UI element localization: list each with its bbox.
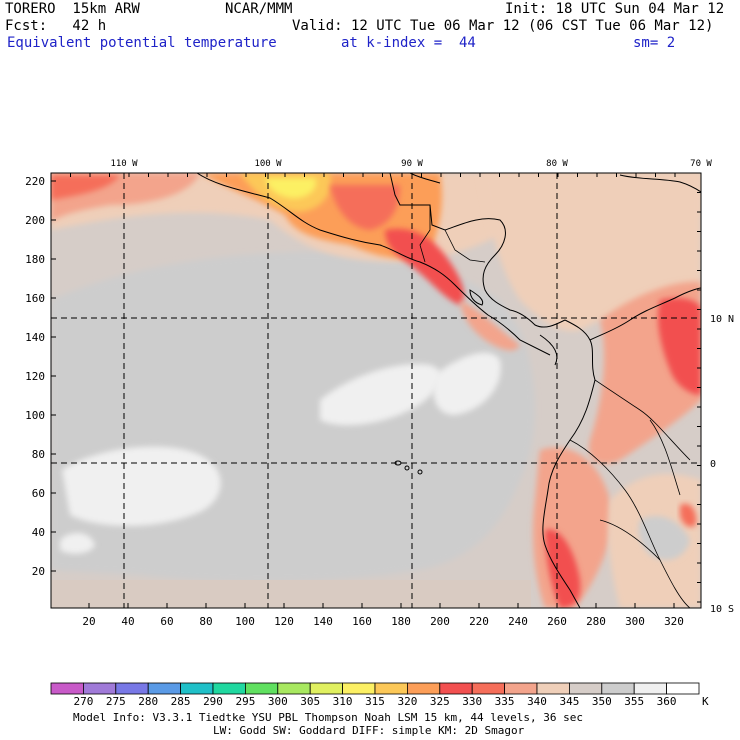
colorbar-label: 340: [527, 695, 547, 708]
x-tick-labels: 20 40 60 80 100 120 140 160 180 200 220 240 260 280 30…: [82, 615, 684, 628]
colorbar-swatch: [666, 682, 700, 695]
colorbar-swatch: [277, 682, 311, 695]
y-tick-label: 180: [25, 253, 45, 266]
colorbar-label: 300: [268, 695, 288, 708]
colorbar-label: 280: [138, 695, 158, 708]
x-tick-label: 60: [160, 615, 173, 628]
colorbar-swatch: [212, 682, 246, 695]
colorbar-swatch: [309, 682, 344, 695]
y-tick-label: 60: [32, 487, 45, 500]
colorbar-swatch: [374, 682, 408, 695]
colorbar-label: 355: [624, 695, 644, 708]
x-tick-label: 100: [235, 615, 255, 628]
lat-label: 10 S: [710, 604, 734, 615]
colorbar-label: 335: [495, 695, 515, 708]
colorbar-swatch: [439, 682, 473, 695]
y-tick-label: 40: [32, 526, 45, 539]
graticule: [51, 173, 701, 608]
colorbar-swatch: [504, 682, 538, 695]
colorbar-label: 275: [106, 695, 126, 708]
colorbar-swatch: [569, 682, 603, 695]
x-tick-label: 300: [625, 615, 645, 628]
colorbar-swatch: [115, 682, 149, 695]
physics-info: LW: Godd SW: Goddard DIFF: simple KM: 2D…: [213, 724, 525, 737]
init-time: Init: 18 UTC Sun 04 Mar 12: [505, 1, 725, 17]
smoothing-label: sm= 2: [633, 35, 676, 51]
colorbar-label: 330: [462, 695, 482, 708]
colorbar-label: 290: [203, 695, 223, 708]
y-tick-label: 20: [32, 565, 45, 578]
colorbar: [50, 682, 700, 695]
x-tick-label: 220: [469, 615, 489, 628]
forecast-hour: Fcst: 42 h: [5, 18, 107, 34]
colorbar-label: 345: [559, 695, 579, 708]
y-tick-label: 140: [25, 331, 45, 344]
x-tick-label: 280: [586, 615, 606, 628]
lon-label: 80 W: [546, 159, 568, 169]
colorbar-label: 315: [365, 695, 385, 708]
lon-label: 110 W: [110, 159, 138, 169]
colorbar-swatch: [342, 682, 376, 695]
frame-ticks: [50, 172, 701, 608]
colorbar-swatch: [633, 682, 668, 695]
lon-label: 90 W: [401, 159, 423, 169]
coastlines: [196, 173, 701, 608]
colorbar-label: 270: [73, 695, 93, 708]
colorbar-label: 285: [171, 695, 191, 708]
map-frame: [50, 172, 702, 609]
field-name: Equivalent potential temperature: [7, 35, 277, 51]
x-tick-label: 260: [547, 615, 567, 628]
colorbar-swatch: [536, 682, 570, 695]
y-tick-label: 120: [25, 370, 45, 383]
lat-labels: 10 N 0 10 S: [710, 314, 734, 615]
x-tick-label: 320: [664, 615, 684, 628]
colorbar-label: 325: [430, 695, 450, 708]
colorbar-label: 295: [235, 695, 255, 708]
x-tick-label: 80: [199, 615, 212, 628]
x-tick-label: 240: [508, 615, 528, 628]
colorbar-swatch: [147, 682, 181, 695]
colorbar-swatch: [601, 682, 635, 695]
colorbar-swatch: [180, 682, 214, 695]
x-tick-label: 120: [274, 615, 294, 628]
colorbar-label: 320: [397, 695, 417, 708]
valid-time: Valid: 12 UTC Tue 06 Mar 12 (06 CST Tue …: [292, 18, 714, 34]
y-tick-label: 200: [25, 214, 45, 227]
y-tick-labels: 220 200 180 160 140 120 100 80 60 40 20: [25, 175, 45, 578]
colorbar-swatch: [50, 682, 84, 695]
lon-label: 70 W: [690, 159, 712, 169]
y-tick-label: 220: [25, 175, 45, 188]
x-tick-label: 20: [82, 615, 95, 628]
lat-label: 0: [710, 459, 716, 470]
model-title: TORERO 15km ARW: [5, 1, 140, 17]
colorbar-label: 310: [333, 695, 353, 708]
colorbar-label: 360: [657, 695, 677, 708]
country-borders: [419, 205, 691, 608]
lon-labels: 110 W 100 W 90 W 80 W 70 W: [110, 159, 712, 169]
level-label: at k-index = 44: [341, 35, 476, 51]
colorbar-labels: 270 275 280 285 290 295 300 305 310 315 320 325 330 3…: [73, 695, 676, 708]
x-tick-label: 140: [313, 615, 333, 628]
y-tick-label: 160: [25, 292, 45, 305]
x-tick-label: 40: [121, 615, 134, 628]
lat-label: 10 N: [710, 314, 734, 325]
x-tick-label: 200: [430, 615, 450, 628]
colorbar-unit: K: [702, 695, 709, 708]
colorbar-swatch: [244, 682, 279, 695]
colorbar-swatch: [471, 682, 506, 695]
x-tick-label: 160: [352, 615, 372, 628]
center-label: NCAR/MMM: [225, 1, 293, 17]
y-tick-label: 100: [25, 409, 45, 422]
y-tick-label: 80: [32, 448, 45, 461]
theta-e-field: [51, 173, 701, 608]
colorbar-label: 350: [592, 695, 612, 708]
x-tick-label: 180: [391, 615, 411, 628]
lon-label: 100 W: [254, 159, 282, 169]
model-info: Model Info: V3.3.1 Tiedtke YSU PBL Thomp…: [73, 711, 583, 724]
colorbar-swatch: [83, 682, 117, 695]
colorbar-label: 305: [300, 695, 320, 708]
colorbar-swatch: [406, 682, 441, 695]
